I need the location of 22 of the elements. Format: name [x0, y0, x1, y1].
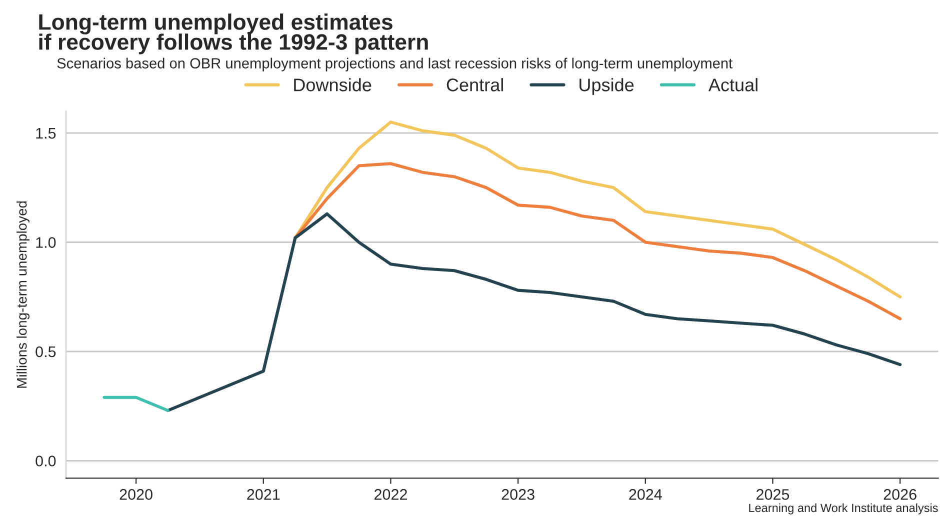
y-tick-label: 0.0 — [36, 456, 56, 466]
line-series — [166, 212, 902, 412]
chart-subtitle: Scenarios based on OBR unemployment projections and last recession risks of long-term unemployment — [57, 58, 732, 72]
y-axis-title: Millions long-term unemployed — [16, 201, 30, 388]
legend-label: Downside — [294, 78, 372, 92]
x-tick-label: 2025 — [756, 489, 790, 500]
x-tick-label: 2021 — [247, 489, 280, 500]
x-tick-label: 2022 — [374, 489, 407, 500]
legend-label: Upside — [580, 78, 634, 95]
y-tick-label: 1.5 — [36, 128, 56, 139]
chart-title: Long-term unemployed estimates if recovery follows the 1992-3 pattern — [39, 14, 428, 54]
line-series — [294, 162, 902, 320]
x-tick-label: 2020 — [120, 489, 152, 500]
y-tick-label: 0.5 — [36, 346, 56, 358]
legend-label: Actual — [708, 78, 758, 92]
legend-label: Central — [446, 78, 503, 92]
x-tick-label: 2026 — [884, 489, 916, 500]
x-tick-label: 2024 — [629, 489, 662, 500]
text: Learning and Work Institute analysis — [749, 503, 938, 514]
x-tick-label: 2023 — [502, 489, 534, 500]
y-tick-label: 1.0 — [36, 237, 56, 248]
line-series — [294, 120, 902, 298]
